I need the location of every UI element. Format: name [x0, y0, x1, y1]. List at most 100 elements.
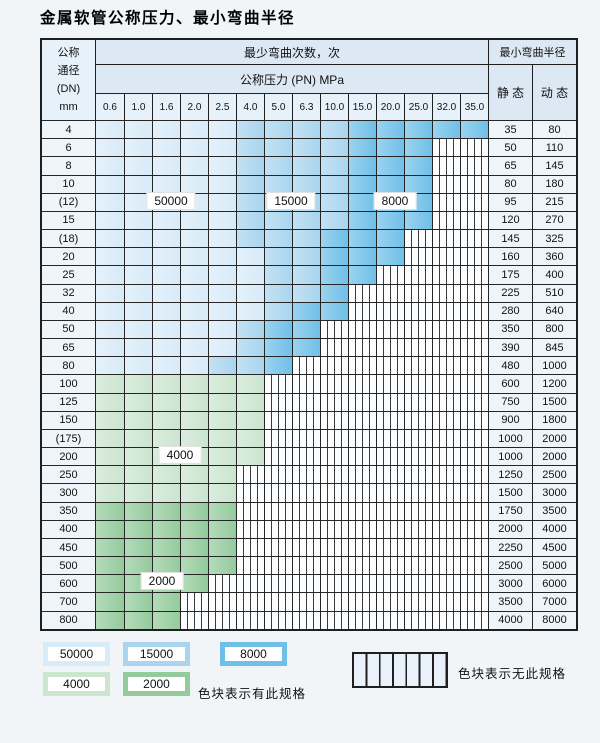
spec-cell — [180, 302, 208, 320]
spec-cell — [96, 284, 124, 302]
no-spec-cell — [404, 593, 432, 611]
spec-cell — [124, 411, 152, 429]
spec-cell — [292, 211, 320, 230]
pressure-col-header: 4.0 — [236, 94, 264, 120]
zone-label-2000: 2000 — [140, 572, 184, 590]
static-cell: 750 — [488, 393, 532, 411]
spec-cell — [460, 121, 488, 139]
dn-cell: 40 — [42, 302, 96, 320]
no-spec-cell — [432, 466, 460, 484]
pressure-header-row: 0.6 1.0 1.6 2.0 2.5 4.0 5.0 6.3 10.0 15.0 20.0 25.0… — [96, 94, 488, 120]
static-cell: 65 — [488, 157, 532, 175]
radius-header: 最小弯曲半径 — [488, 40, 576, 65]
spec-cell — [320, 211, 348, 230]
static-cell: 4000 — [488, 611, 532, 629]
no-spec-cell — [320, 593, 348, 611]
spec-cell — [96, 375, 124, 393]
no-spec-cell — [376, 484, 404, 502]
no-spec-cell — [264, 520, 292, 538]
table-row-dn-200: 200 1000 2000 — [42, 447, 576, 466]
dn-cell: 10 — [42, 175, 96, 193]
no-spec-cell — [320, 557, 348, 575]
no-spec-cell — [348, 520, 376, 538]
no-spec-cell — [404, 320, 432, 339]
static-cell: 1750 — [488, 502, 532, 520]
table-row-dn-65: 65 390 845 — [42, 338, 576, 357]
no-spec-cell — [432, 557, 460, 575]
table-row-dn-800: 800 4000 8000 — [42, 610, 576, 629]
no-spec-cell — [460, 139, 488, 157]
spec-cell — [152, 538, 180, 557]
no-spec-cell — [292, 411, 320, 429]
dynamic-cell: 4000 — [532, 520, 576, 538]
spec-cell — [208, 502, 236, 520]
spec-cell — [152, 520, 180, 538]
spec-cell — [180, 139, 208, 157]
spec-cell — [264, 248, 292, 266]
no-spec-cell — [376, 320, 404, 339]
dynamic-cell: 325 — [532, 230, 576, 248]
no-spec-cell — [292, 575, 320, 593]
dynamic-cell: 3000 — [532, 484, 576, 502]
pn-header: 公称压力 (PN) MPa — [96, 65, 488, 94]
spec-cell — [236, 320, 264, 339]
spec-cell — [152, 557, 180, 575]
dynamic-cell: 400 — [532, 266, 576, 284]
no-spec-cell — [376, 593, 404, 611]
spec-cell — [96, 593, 124, 611]
spec-cell — [208, 175, 236, 193]
spec-cell — [264, 357, 292, 375]
no-spec-cell — [376, 411, 404, 429]
static-cell: 480 — [488, 357, 532, 375]
spec-cell — [180, 320, 208, 339]
legend-available-note: 色块表示有此规格 — [198, 687, 307, 701]
spec-cell — [152, 393, 180, 411]
spec-cell — [180, 393, 208, 411]
spec-cell — [292, 339, 320, 357]
no-spec-cell — [292, 611, 320, 629]
spec-cell — [152, 466, 180, 484]
spec-cell — [208, 448, 236, 466]
no-spec-cell — [348, 466, 376, 484]
no-spec-cell — [292, 393, 320, 411]
no-spec-cell — [376, 466, 404, 484]
spec-cell — [152, 230, 180, 248]
no-spec-cell — [460, 538, 488, 557]
spec-cell — [376, 175, 404, 193]
no-spec-cell — [432, 611, 460, 629]
no-spec-cell — [376, 520, 404, 538]
dn-header-line: (DN) — [56, 83, 81, 95]
no-spec-cell — [320, 611, 348, 629]
no-spec-cell — [460, 339, 488, 357]
spec-cell — [96, 175, 124, 193]
static-cell: 350 — [488, 320, 532, 339]
legend-swatch-4000: 4000 — [43, 672, 110, 696]
spec-cell — [180, 484, 208, 502]
no-spec-cell — [404, 466, 432, 484]
no-spec-cell — [348, 375, 376, 393]
spec-cell — [348, 193, 376, 211]
dn-header-cell: 公称 通径 (DN) mm — [42, 40, 96, 120]
spec-cell — [292, 121, 320, 139]
spec-cell — [124, 302, 152, 320]
no-spec-cell — [432, 538, 460, 557]
no-spec-cell — [320, 538, 348, 557]
spec-cell — [180, 357, 208, 375]
no-spec-cell — [432, 357, 460, 375]
spec-cell — [96, 575, 124, 593]
no-spec-cell — [404, 375, 432, 393]
legend-unavailable-note: 色块表示无此规格 — [458, 667, 567, 681]
no-spec-cell — [236, 502, 264, 520]
no-spec-cell — [404, 502, 432, 520]
spec-cell — [152, 248, 180, 266]
no-spec-cell — [432, 266, 460, 284]
dynamic-cell: 845 — [532, 339, 576, 357]
table-row-dn-125: 125 750 1500 — [42, 392, 576, 411]
spec-cell — [96, 502, 124, 520]
no-spec-cell — [348, 284, 376, 302]
pressure-col-header: 1.6 — [152, 94, 180, 120]
no-spec-cell — [432, 429, 460, 448]
spec-cell — [236, 139, 264, 157]
spec-cell — [180, 429, 208, 448]
pressure-col-header: 6.3 — [292, 94, 320, 120]
